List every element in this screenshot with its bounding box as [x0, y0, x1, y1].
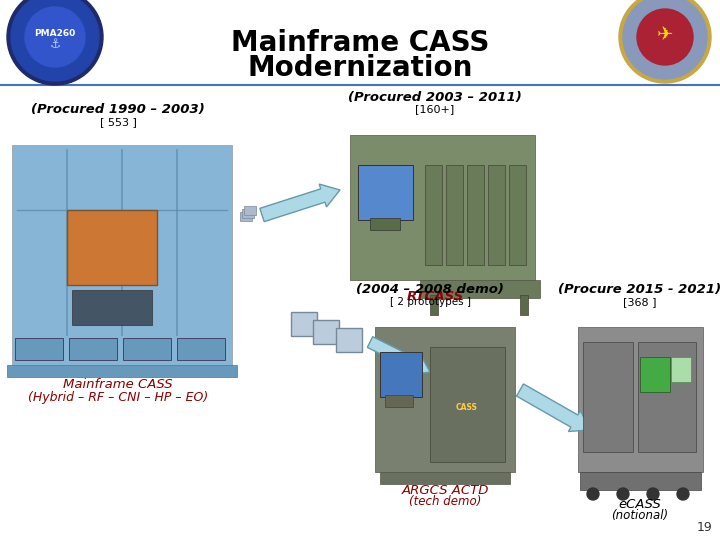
Circle shape	[587, 488, 599, 500]
Circle shape	[617, 488, 629, 500]
Circle shape	[623, 0, 707, 79]
Text: [ 553 ]: [ 553 ]	[99, 117, 136, 127]
FancyArrow shape	[516, 384, 590, 431]
Text: Mainframe CASS: Mainframe CASS	[231, 29, 489, 57]
FancyBboxPatch shape	[380, 352, 422, 397]
Text: RTCASS: RTCASS	[406, 289, 464, 302]
Text: (Hybrid – RF – CNI – HP – EO): (Hybrid – RF – CNI – HP – EO)	[28, 390, 208, 403]
Text: (Procured 2003 – 2011): (Procured 2003 – 2011)	[348, 91, 522, 104]
Text: eCASS: eCASS	[618, 497, 662, 510]
FancyBboxPatch shape	[177, 338, 225, 360]
FancyBboxPatch shape	[425, 165, 442, 265]
FancyBboxPatch shape	[244, 206, 256, 215]
FancyBboxPatch shape	[15, 338, 63, 360]
FancyBboxPatch shape	[578, 327, 703, 472]
FancyBboxPatch shape	[671, 357, 691, 382]
Text: Mainframe CASS: Mainframe CASS	[63, 379, 173, 392]
FancyBboxPatch shape	[640, 357, 670, 392]
FancyBboxPatch shape	[313, 320, 339, 344]
Circle shape	[25, 7, 85, 67]
FancyBboxPatch shape	[240, 212, 252, 221]
Text: ✈: ✈	[657, 24, 673, 44]
FancyBboxPatch shape	[430, 347, 505, 462]
Circle shape	[677, 488, 689, 500]
FancyBboxPatch shape	[488, 165, 505, 265]
Text: ARGCS ACTD: ARGCS ACTD	[401, 483, 489, 496]
FancyBboxPatch shape	[638, 342, 696, 452]
Text: [160+]: [160+]	[415, 104, 454, 114]
FancyBboxPatch shape	[375, 327, 515, 472]
Text: (tech demo): (tech demo)	[409, 496, 481, 509]
FancyBboxPatch shape	[370, 218, 400, 230]
FancyBboxPatch shape	[467, 165, 484, 265]
FancyBboxPatch shape	[291, 312, 317, 336]
FancyBboxPatch shape	[69, 338, 117, 360]
Text: (Procured 1990 – 2003): (Procured 1990 – 2003)	[31, 104, 205, 117]
FancyBboxPatch shape	[520, 295, 528, 315]
FancyBboxPatch shape	[580, 472, 701, 490]
Text: Modernization: Modernization	[247, 54, 473, 82]
FancyBboxPatch shape	[509, 165, 526, 265]
FancyBboxPatch shape	[242, 209, 254, 218]
FancyBboxPatch shape	[123, 338, 171, 360]
Text: CASS: CASS	[456, 402, 478, 411]
Text: (notional): (notional)	[611, 510, 669, 523]
FancyArrow shape	[367, 336, 430, 375]
Circle shape	[637, 9, 693, 65]
FancyBboxPatch shape	[72, 290, 152, 325]
Text: (Procure 2015 - 2021): (Procure 2015 - 2021)	[559, 284, 720, 296]
Circle shape	[11, 0, 99, 81]
FancyBboxPatch shape	[430, 295, 438, 315]
FancyArrow shape	[260, 184, 340, 221]
FancyBboxPatch shape	[380, 472, 510, 484]
FancyBboxPatch shape	[385, 395, 413, 407]
Text: [ 2 prototypes ]: [ 2 prototypes ]	[390, 297, 470, 307]
FancyBboxPatch shape	[67, 210, 157, 285]
FancyBboxPatch shape	[12, 145, 232, 365]
Text: 19: 19	[696, 521, 712, 534]
Text: [368 ]: [368 ]	[624, 297, 657, 307]
FancyBboxPatch shape	[336, 328, 362, 352]
Text: ⚓: ⚓	[50, 37, 60, 51]
FancyBboxPatch shape	[358, 165, 413, 220]
FancyBboxPatch shape	[350, 135, 535, 280]
FancyBboxPatch shape	[446, 165, 463, 265]
FancyBboxPatch shape	[583, 342, 633, 452]
FancyBboxPatch shape	[420, 280, 540, 298]
Circle shape	[647, 488, 659, 500]
Text: PMA260: PMA260	[35, 30, 76, 38]
Circle shape	[619, 0, 711, 83]
Text: (2004 – 2008 demo): (2004 – 2008 demo)	[356, 284, 504, 296]
Circle shape	[7, 0, 103, 85]
FancyBboxPatch shape	[7, 365, 237, 377]
